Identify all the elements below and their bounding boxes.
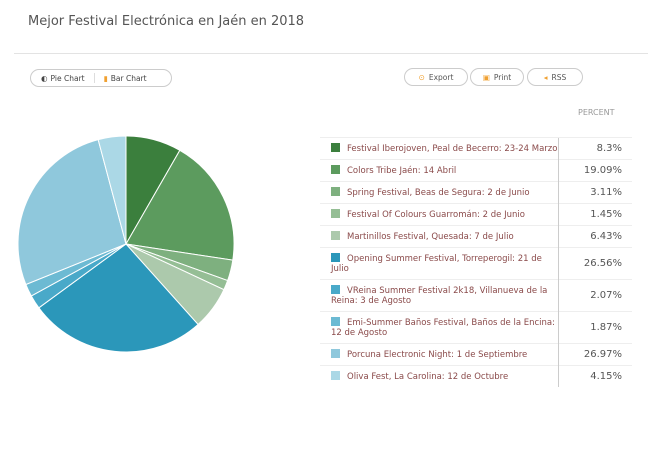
pie-slice[interactable] [125,149,235,261]
pie-slice[interactable] [38,243,199,353]
legend-swatch [331,209,340,218]
bar-chart-label: Bar Chart [110,73,147,83]
pie-chart-toggle[interactable]: ◐ Pie Chart [41,74,85,83]
print-icon: ▣ [482,72,490,82]
category-label: Oliva Fest, La Carolina: 12 de Octubre [347,372,509,382]
table-row[interactable]: Oliva Fest, La Carolina: 12 de Octubre 4.… [320,365,632,387]
chart-type-toggle: ◐ Pie Chart ▮ Bar Chart [30,69,172,87]
category-cell: Festival Iberojoven, Peal de Becerro: 23… [320,137,559,160]
percent-cell: 4.15% [558,365,632,387]
category-cell: Colors Tribe Jaén: 14 Abril [320,159,559,182]
download-icon: ⊙ [418,72,425,82]
table-row[interactable]: Emi-Summer Baños Festival, Baños de la E… [320,311,632,344]
category-cell: Opening Summer Festival, Torreperogil: 2… [320,247,559,280]
category-label: VReina Summer Festival 2k18, Villanueva … [331,286,548,306]
table-row[interactable]: Festival Iberojoven, Peal de Becerro: 23… [320,137,632,160]
legend-swatch [331,371,340,380]
category-label: Festival Iberojoven, Peal de Becerro: 23… [347,144,558,154]
percent-cell: 6.43% [558,225,632,248]
legend-swatch [331,231,340,240]
legend-swatch [331,253,340,262]
page-title: Mejor Festival Electrónica en Jaén en 20… [28,14,305,29]
legend-swatch [331,285,340,294]
category-label: Spring Festival, Beas de Segura: 2 de Ju… [347,188,530,198]
category-label: Emi-Summer Baños Festival, Baños de la E… [331,318,555,338]
category-label: Colors Tribe Jaén: 14 Abril [347,166,457,176]
legend-swatch [331,317,340,326]
legend-swatch [331,165,340,174]
bar-chart-icon: ▮ [103,73,108,83]
category-cell: Porcuna Electronic Night: 1 de Septiembr… [320,343,559,366]
table-row[interactable]: Porcuna Electronic Night: 1 de Septiembr… [320,343,632,366]
legend-swatch [331,143,340,152]
category-label: Porcuna Electronic Night: 1 de Septiembr… [347,350,528,360]
table-row[interactable]: VReina Summer Festival 2k18, Villanueva … [320,279,632,312]
toggle-separator [93,73,95,83]
export-label: Export [428,72,454,82]
category-cell: Oliva Fest, La Carolina: 12 de Octubre [320,365,559,387]
print-label: Print [493,72,512,82]
category-cell: VReina Summer Festival 2k18, Villanueva … [320,279,559,312]
category-label: Martinillos Festival, Quesada: 7 de Juli… [347,232,514,242]
percent-cell: 26.56% [558,247,632,280]
legend-swatch [331,349,340,358]
table-row[interactable]: Spring Festival, Beas de Segura: 2 de Ju… [320,181,632,204]
percent-cell: 3.11% [558,181,632,204]
pie-slice[interactable] [97,135,127,245]
category-label: Festival Of Colours Guarromán: 2 de Juni… [347,210,525,220]
percent-cell: 8.3% [558,137,632,160]
category-cell: Martinillos Festival, Quesada: 7 de Juli… [320,225,559,248]
rss-button[interactable]: ◂ RSS [527,68,583,86]
data-table: Festival Iberojoven, Peal de Becerro: 23… [320,137,632,387]
category-label: Opening Summer Festival, Torreperogil: 2… [331,254,542,274]
percent-cell: 26.97% [558,343,632,366]
percent-cell: 2.07% [558,279,632,312]
category-cell: Emi-Summer Baños Festival, Baños de la E… [320,311,559,344]
percent-cell: 1.45% [558,203,632,226]
half-circle-icon: ◐ [41,73,48,83]
rss-icon: ◂ [543,72,548,82]
percent-cell: 19.09% [558,159,632,182]
table-row[interactable]: Colors Tribe Jaén: 14 Abril 19.09% [320,159,632,182]
legend-swatch [331,187,340,196]
category-cell: Spring Festival, Beas de Segura: 2 de Ju… [320,181,559,204]
export-button[interactable]: ⊙ Export [404,68,468,86]
table-row[interactable]: Martinillos Festival, Quesada: 7 de Juli… [320,225,632,248]
table-row[interactable]: Festival Of Colours Guarromán: 2 de Juni… [320,203,632,226]
pie-chart [17,135,235,353]
category-cell: Festival Of Colours Guarromán: 2 de Juni… [320,203,559,226]
pie-chart-label: Pie Chart [50,73,85,83]
percent-header: PERCENT [578,108,615,117]
pie-slice[interactable] [17,139,127,286]
table-row[interactable]: Opening Summer Festival, Torreperogil: 2… [320,247,632,280]
rss-label: RSS [551,72,567,82]
print-button[interactable]: ▣ Print [470,68,524,86]
bar-chart-toggle[interactable]: ▮ Bar Chart [104,74,147,83]
percent-cell: 1.87% [558,311,632,344]
divider [14,53,648,54]
